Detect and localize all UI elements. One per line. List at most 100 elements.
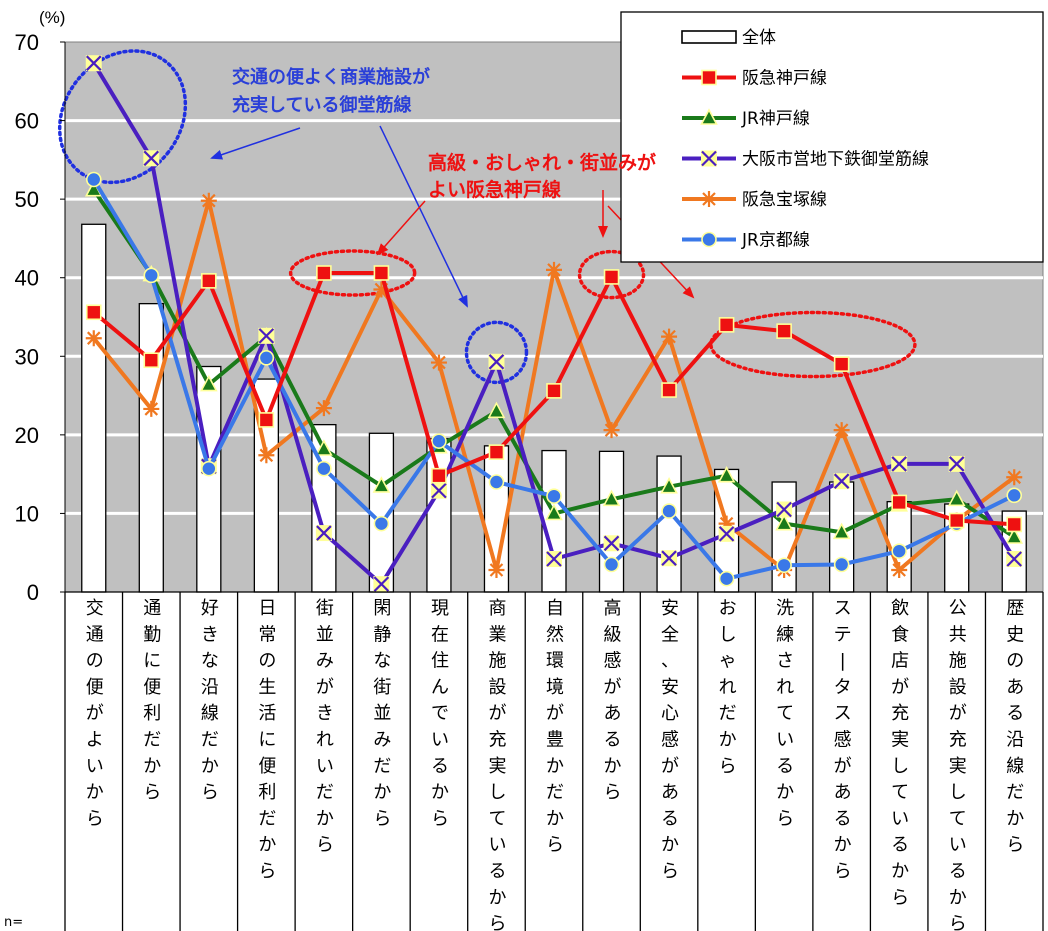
marker-JR京都線 [891, 543, 907, 559]
marker-JR京都線 [431, 433, 447, 449]
legend-entry: 阪急宝塚線 [682, 190, 827, 210]
marker-阪急宝塚線 [488, 562, 505, 578]
marker-JR京都線 [546, 488, 562, 504]
marker-大阪市営地下鉄御堂筋線 [833, 473, 850, 490]
marker-JR神戸線 [832, 522, 851, 540]
annotation-line: 高級・おしゃれ・街並みが [428, 151, 656, 174]
y-tick-label: 30 [15, 344, 39, 369]
category-label: 安全、安心感があるから [661, 598, 679, 882]
marker-大阪市営地下鉄御堂筋線 [85, 55, 102, 72]
marker-阪急神戸線 [891, 494, 907, 511]
legend-marker [701, 69, 717, 86]
legend-label: 阪急宝塚線 [742, 190, 827, 210]
y-tick-label: 10 [15, 501, 39, 526]
marker-JR京都線 [85, 171, 102, 188]
legend-entry: 大阪市営地下鉄御堂筋線 [682, 150, 929, 170]
marker-大阪市営地下鉄御堂筋線 [776, 501, 793, 518]
legend-label: JR京都線 [741, 231, 810, 251]
marker-JR京都線 [1006, 487, 1023, 504]
marker-JR神戸線 [487, 401, 506, 419]
marker-JR京都線 [718, 570, 735, 587]
marker-阪急神戸線 [85, 304, 102, 321]
y-axis: 0 10 20 30 40 50 60 70 [15, 30, 66, 605]
marker-阪急神戸線 [373, 265, 390, 281]
category-label: 現在住んでいるから [431, 598, 449, 829]
annotation-line: 充実している御堂筋線 [232, 94, 411, 116]
bar-全体 [541, 449, 567, 593]
marker-大阪市営地下鉄御堂筋線 [315, 525, 332, 542]
marker-JR京都線 [143, 267, 160, 284]
marker-JR京都線 [316, 460, 332, 477]
marker-阪急神戸線 [776, 323, 792, 339]
category-label: 自然環境が豊かだから [546, 598, 564, 856]
marker-阪急神戸線 [488, 444, 505, 460]
marker-JR神戸線 [717, 466, 736, 483]
category-label: 飲食店が充実しているから [891, 598, 909, 908]
category-label: 日常の生活に便利だから [258, 598, 276, 882]
category-label: おしゃれだから [719, 598, 737, 777]
marker-阪急宝塚線 [258, 447, 275, 464]
y-tick-label: 60 [15, 109, 39, 134]
annotation-arrow [376, 200, 426, 256]
bar-全体 [81, 223, 107, 593]
category-label: 洗練されているから [776, 598, 794, 829]
n-label: n= [4, 915, 23, 930]
marker-JR神戸線 [545, 503, 563, 521]
marker-阪急宝塚線 [603, 422, 620, 439]
marker-JR京都線 [603, 556, 620, 573]
marker-大阪市営地下鉄御堂筋線 [891, 455, 908, 472]
legend-label: 大阪市営地下鉄御堂筋線 [742, 150, 929, 170]
annotation-ellipse [288, 249, 417, 297]
marker-阪急宝塚線 [891, 562, 908, 578]
legend-marker [701, 150, 717, 167]
marker-阪急宝塚線 [85, 330, 102, 347]
legend-label: 全体 [742, 28, 776, 48]
annotation-arrow [210, 127, 301, 160]
marker-阪急神戸線 [1006, 516, 1023, 533]
line-series-大阪市営地下鉄御堂筋線 [85, 55, 1023, 593]
marker-JR京都線 [833, 556, 850, 573]
category-label: 通勤に便利だから [143, 598, 161, 803]
marker-阪急宝塚線 [143, 400, 160, 417]
marker-阪急宝塚線 [430, 354, 447, 371]
marker-大阪市営地下鉄御堂筋線 [430, 482, 447, 499]
marker-大阪市営地下鉄御堂筋線 [546, 551, 562, 567]
marker-阪急宝塚線 [661, 328, 678, 345]
y-tick-label: 70 [15, 30, 39, 55]
marker-大阪市営地下鉄御堂筋線 [258, 327, 275, 344]
marker-JR神戸線 [315, 439, 333, 456]
category-label: 交通の便がよいから [86, 598, 104, 829]
bar-全体 [426, 438, 452, 593]
marker-阪急神戸線 [948, 512, 965, 529]
marker-阪急神戸線 [833, 356, 850, 372]
marker-阪急神戸線 [661, 382, 677, 398]
marker-阪急宝塚線 [1006, 469, 1023, 486]
annotation-line: よい阪急神戸線 [428, 178, 561, 201]
marker-阪急神戸線 [258, 412, 275, 428]
marker-大阪市営地下鉄御堂筋線 [661, 550, 678, 567]
marker-JR京都線 [373, 515, 390, 532]
marker-阪急宝塚線 [833, 422, 850, 439]
marker-阪急宝塚線 [315, 400, 332, 417]
marker-阪急神戸線 [316, 265, 332, 281]
legend-marker [700, 108, 718, 125]
legend-entry: 全体 [681, 28, 776, 48]
category-axis: 交通の便がよいから 通勤に便利だから 好きな沿線だから 日常の生活に便利だから 街並みが… [64, 591, 1044, 931]
marker-大阪市営地下鉄御堂筋線 [143, 150, 160, 167]
marker-JR神戸線 [660, 477, 678, 494]
legend-label: 阪急神戸線 [742, 69, 827, 89]
y-tick-label: 50 [15, 187, 39, 212]
marker-JR神戸線 [1005, 527, 1024, 544]
bar-全体 [656, 455, 682, 593]
marker-JR京都線 [488, 474, 505, 490]
marker-JR京都線 [201, 460, 217, 477]
marker-大阪市営地下鉄御堂筋線 [373, 576, 390, 593]
annotation-ellipse [577, 249, 646, 300]
marker-阪急宝塚線 [546, 261, 562, 278]
marker-JR神戸線 [602, 489, 621, 507]
line-series-JR京都線 [85, 171, 1023, 587]
